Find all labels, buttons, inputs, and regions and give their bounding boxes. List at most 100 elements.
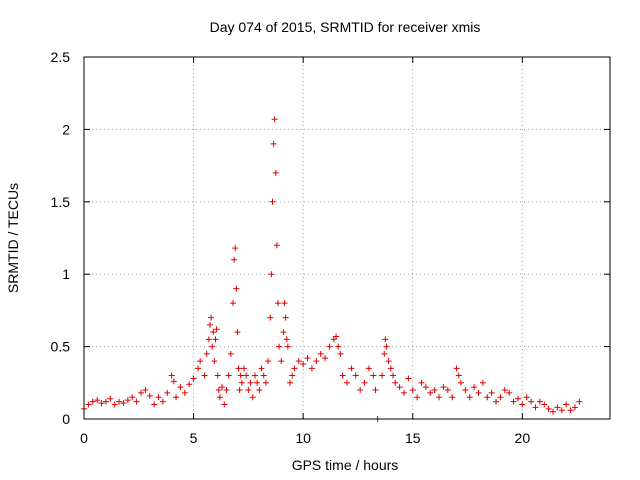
data-point [372, 387, 379, 394]
data-point [541, 401, 548, 408]
data-point [326, 343, 333, 350]
data-point [213, 326, 220, 333]
data-point [357, 387, 364, 394]
data-point [98, 400, 105, 407]
data-point [337, 350, 344, 357]
data-point [85, 401, 92, 408]
data-point [335, 343, 342, 350]
data-point [287, 379, 294, 386]
data-point [111, 401, 118, 408]
data-point [567, 407, 574, 414]
data-point [370, 372, 377, 379]
data-point [387, 365, 394, 372]
data-point [214, 372, 221, 379]
data-point [392, 379, 399, 386]
data-point [379, 372, 386, 379]
data-point [488, 389, 495, 396]
data-point [365, 365, 372, 372]
data-point [558, 407, 565, 414]
data-point [137, 389, 144, 396]
data-point [235, 365, 242, 372]
data-point [251, 372, 258, 379]
data-point [164, 389, 171, 396]
data-point [304, 355, 311, 362]
y-tick-label: 2.5 [51, 49, 71, 65]
data-point [396, 384, 403, 391]
data-point [431, 387, 438, 394]
data-point [382, 336, 389, 343]
data-point [243, 372, 250, 379]
data-point [383, 343, 390, 350]
data-point [212, 336, 219, 343]
data-point [497, 394, 504, 401]
data-point [519, 401, 526, 408]
data-point [177, 384, 184, 391]
data-point [190, 375, 197, 382]
data-point [289, 372, 296, 379]
data-point [258, 365, 265, 372]
data-point [400, 389, 407, 396]
data-point [181, 389, 188, 396]
data-point [89, 398, 96, 405]
data-point [471, 384, 478, 391]
data-point [550, 408, 557, 415]
y-tick-label: 0 [62, 411, 70, 427]
data-point [457, 379, 464, 386]
data-point [344, 379, 350, 386]
data-point [436, 394, 443, 401]
data-point [159, 398, 166, 405]
data-point [146, 392, 153, 399]
data-point [260, 372, 267, 379]
data-point [270, 140, 277, 147]
data-point [256, 387, 263, 394]
data-point [186, 381, 193, 388]
data-point [216, 394, 223, 401]
data-point [576, 398, 583, 405]
data-point [418, 379, 425, 386]
data-point [116, 398, 123, 405]
data-point [94, 397, 101, 404]
data-point [352, 372, 359, 379]
data-point [348, 365, 355, 372]
data-point [283, 336, 290, 343]
plot-frame [83, 56, 611, 420]
data-point [440, 384, 447, 391]
data-point [219, 384, 226, 391]
data-point [523, 394, 530, 401]
x-tick-label: 20 [515, 430, 531, 446]
data-point [284, 343, 291, 350]
data-point [271, 116, 278, 123]
data-point [280, 329, 287, 336]
data-point [209, 343, 216, 350]
data-point [536, 398, 543, 405]
data-point [308, 365, 315, 372]
data-point [201, 372, 208, 379]
data-point [390, 372, 397, 379]
data-point [173, 394, 180, 401]
data-point [385, 358, 392, 365]
data-point [272, 169, 279, 176]
data-point [227, 350, 234, 357]
data-point [230, 300, 237, 307]
data-point [281, 300, 288, 307]
data-point [133, 398, 140, 405]
data-point [142, 387, 149, 394]
data-point [291, 365, 298, 372]
data-point [571, 404, 578, 411]
data-point [313, 358, 320, 365]
data-point [514, 395, 521, 402]
data-point [269, 198, 276, 205]
data-point [405, 375, 412, 382]
data-point [361, 379, 368, 386]
y-tick-label: 1 [62, 266, 70, 282]
data-point [462, 387, 469, 394]
data-point [339, 372, 346, 379]
data-point [317, 350, 324, 357]
data-points [81, 116, 583, 422]
data-point [151, 401, 158, 408]
data-point [249, 394, 256, 401]
data-point [381, 350, 388, 357]
data-point [225, 372, 232, 379]
data-point [422, 384, 429, 391]
data-point [211, 358, 218, 365]
